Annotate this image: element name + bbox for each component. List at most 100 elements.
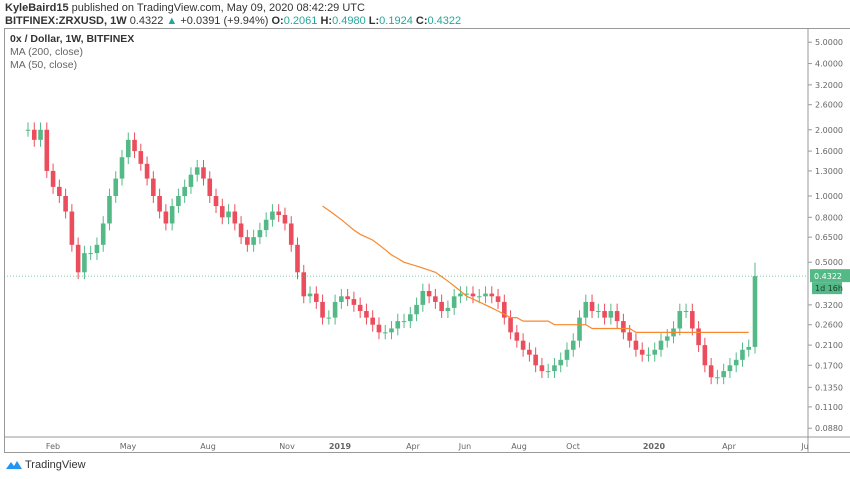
chart-frame[interactable] [4,28,850,453]
candle-body [107,196,112,224]
candle-body [639,349,645,355]
candle-body [520,340,526,350]
candle-body [232,211,238,224]
candle-body [658,340,664,350]
candle-body [357,304,363,312]
candle-body [426,290,432,297]
candle-body [646,354,651,356]
candle-body [746,346,752,350]
candle-body [282,214,288,224]
legend-ma50[interactable]: MA (50, close) [10,59,78,71]
candle-body [621,321,626,333]
x-tick-label: 2019 [329,442,352,451]
candle-body [696,328,701,346]
candle-body [332,301,338,318]
last-price: 0.4322 [129,15,164,27]
candle-body [38,129,43,140]
tradingview-logo-icon [6,461,22,469]
candle-body [545,371,551,373]
candle-body [31,129,37,140]
x-tick-label: Apr [722,442,737,451]
candle-body [307,293,313,297]
candle-body [633,340,639,350]
candle-body [301,272,307,297]
candle-body [295,244,300,273]
candle-body [226,211,231,218]
candle-body [558,359,564,366]
candle-body [25,129,31,131]
candle-body [276,211,281,215]
candle-body [458,293,463,297]
y-tick-label: 0.5000 [815,258,843,267]
candle-body [451,296,457,308]
candle-body [614,311,620,322]
candle-body [690,311,695,329]
candle-body [351,299,357,305]
close-value: 0.4322 [427,15,462,27]
candle-body [376,324,382,333]
x-tick-label: Nov [279,442,295,451]
candle-body [219,206,225,218]
candle-body [113,178,119,196]
symbol: BITFINEX:ZRXUSD, 1W [5,15,127,27]
candle-body [69,211,75,245]
candle-body [270,211,275,220]
candle-body [514,332,520,341]
legend-ma200[interactable]: MA (200, close) [10,46,83,58]
x-tick-label: Apr [406,442,421,451]
candle-body [151,178,156,196]
low-value: 0.1924 [379,15,413,27]
y-tick-label: 0.2600 [815,321,843,330]
candle-body [163,211,169,224]
candle-body [433,296,438,302]
y-tick-label: 0.0880 [815,424,843,433]
high-value: 0.4980 [332,15,366,27]
candle-body [596,311,601,313]
candle-body [125,139,131,158]
x-tick-label: Aug [511,442,527,451]
candle-body [708,365,714,378]
candle-body [251,237,256,245]
candle-body [664,336,670,341]
candle-body [508,317,513,333]
candle-body [401,321,407,323]
candle-body [263,219,269,231]
candle-body [213,196,219,207]
candle-body [702,345,708,366]
candle-body [257,230,263,238]
candle-body [495,296,501,302]
price-label-bg [810,269,850,283]
candle-body [577,317,582,341]
author[interactable]: KyleBaird15 [5,2,69,14]
candle-body [627,332,632,341]
candle-body [445,307,451,312]
candle-body [132,139,137,152]
y-tick-label: 0.1350 [815,383,843,392]
candle-body [389,328,394,333]
candle-body [570,340,576,350]
candle-body [339,296,344,302]
candle-body [119,157,125,179]
y-tick-label: 1.6000 [815,147,843,156]
candle-body [194,167,200,175]
candle-body [470,293,476,297]
candle-body [157,196,162,212]
open-value: 0.2061 [283,15,318,27]
y-tick-label: 1.0000 [815,192,843,201]
y-tick-label: 2.0000 [815,126,843,135]
candle-body [414,304,419,315]
candle-body [144,163,150,179]
publish-text: published on TradingView.com, May 09, 20… [71,2,365,14]
x-tick-label: Jun [458,442,472,451]
candle-body [345,296,350,300]
candle-body [533,354,538,366]
x-tick-label: Feb [46,442,60,451]
y-tick-label: 1.3000 [815,167,843,176]
up-arrow-icon: ▲ [166,15,178,27]
candle-body [201,167,206,179]
candle-body [733,359,739,366]
candle-body [439,301,444,312]
countdown-label: 1d 16h [815,284,843,293]
candle-body [176,196,181,207]
legend-title: 0x / Dollar, 1W, BITFINEX [10,33,135,45]
